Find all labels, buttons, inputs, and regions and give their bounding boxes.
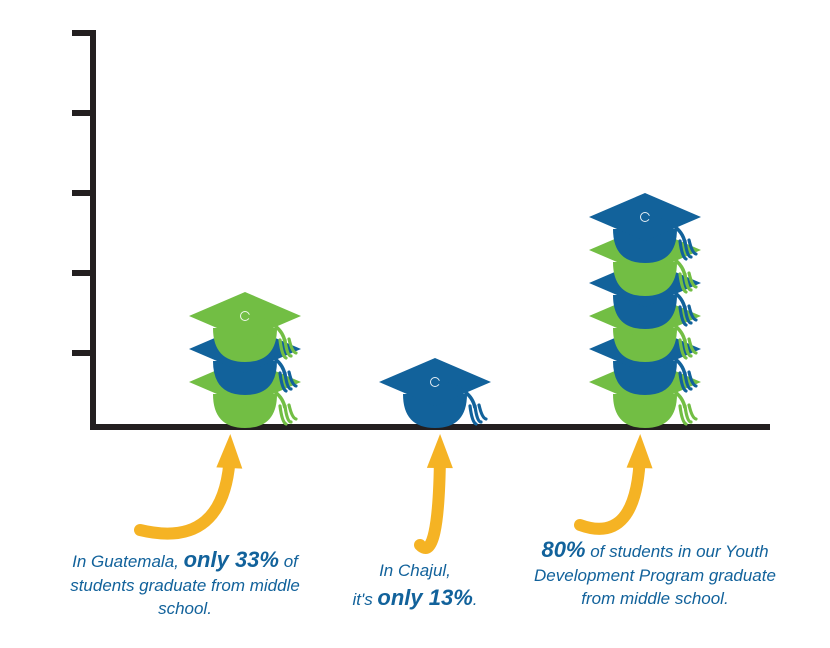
caption-chajul: In Chajul,it's only 13%. <box>330 560 500 613</box>
arrow-program-head <box>627 434 653 468</box>
bar-guatemala <box>185 308 305 424</box>
arrow-chajul-head <box>427 434 453 468</box>
caption-program: 80% of students in our Youth Development… <box>520 535 790 611</box>
y-tick <box>72 190 96 196</box>
grad-cap-icon <box>585 187 705 267</box>
caption-guatemala: In Guatemala, only 33% of students gradu… <box>70 545 300 621</box>
y-tick <box>72 30 96 36</box>
grad-cap-icon <box>185 286 305 366</box>
caption-pre: In Guatemala, <box>72 552 184 571</box>
caption-post: . <box>473 590 478 609</box>
bar-chajul <box>375 374 495 424</box>
y-tick <box>72 350 96 356</box>
y-axis <box>90 30 96 430</box>
caption-pre: In Chajul, <box>379 561 451 580</box>
captions-area: In Guatemala, only 33% of students gradu… <box>0 468 830 648</box>
bar-program <box>585 209 705 424</box>
grad-cap-icon <box>375 352 495 432</box>
caption-big: 80% <box>541 537 585 562</box>
y-tick <box>72 110 96 116</box>
chart-area <box>90 30 770 430</box>
arrow-guatemala-head <box>216 434 242 469</box>
caption-big: only 13% <box>377 585 472 610</box>
y-tick <box>72 270 96 276</box>
caption-big: only 33% <box>184 547 279 572</box>
